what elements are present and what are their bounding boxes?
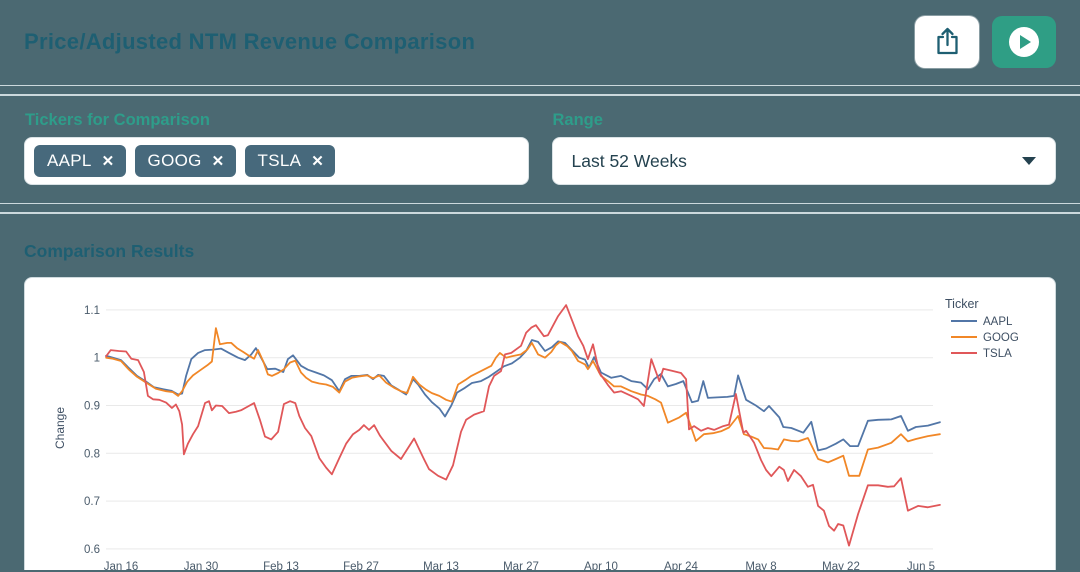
x-tick-label: Apr 24 <box>664 561 698 570</box>
header-buttons <box>915 16 1056 68</box>
page-header: Price/Adjusted NTM Revenue Comparison <box>0 0 1080 68</box>
comparison-form: Tickers for Comparison AAPL ✕ GOOG ✕ TSLA ✕ R… <box>0 96 1080 185</box>
y-tick-label: 0.7 <box>84 496 100 508</box>
form-divider <box>0 203 1080 214</box>
range-selected-value: Last 52 Weeks <box>571 150 687 171</box>
remove-ticker-icon[interactable]: ✕ <box>101 152 115 170</box>
legend-label-AAPL: AAPL <box>983 316 1013 328</box>
x-tick-label: Mar 13 <box>423 561 459 570</box>
share-icon <box>934 26 961 59</box>
y-tick-label: 1.1 <box>84 305 100 317</box>
play-icon <box>1009 27 1039 57</box>
x-tick-label: Feb 13 <box>263 561 299 570</box>
ticker-tag-label: GOOG <box>147 151 202 170</box>
tickers-input[interactable]: AAPL ✕ GOOG ✕ TSLA ✕ <box>24 137 529 185</box>
tickers-field: Tickers for Comparison AAPL ✕ GOOG ✕ TSLA ✕ <box>24 111 529 185</box>
y-tick-label: 0.8 <box>84 448 100 460</box>
comparison-chart: 0.6 0.7 0.8 0.9 1 1.1 Jan 16 Jan 30 Feb 13 Feb 27… <box>53 297 1019 570</box>
x-tick-label: Apr 10 <box>584 561 618 570</box>
y-tick-label: 0.6 <box>84 544 100 556</box>
range-label: Range <box>552 111 603 129</box>
x-tick-label: May 22 <box>822 561 860 570</box>
y-tick-label: 1 <box>94 353 100 365</box>
series-line-TSLA <box>105 304 941 547</box>
x-tick-label: Jan 30 <box>184 561 219 570</box>
remove-ticker-icon[interactable]: ✕ <box>311 152 325 170</box>
range-field: Range Last 52 Weeks <box>551 111 1056 185</box>
share-button[interactable] <box>915 16 979 68</box>
series-line-GOOG <box>105 327 941 477</box>
chevron-down-icon <box>1022 157 1036 165</box>
remove-ticker-icon[interactable]: ✕ <box>211 152 225 170</box>
x-tick-label: Feb 27 <box>343 561 379 570</box>
results-heading: Comparison Results <box>24 241 195 261</box>
x-tick-label: Mar 27 <box>503 561 539 570</box>
ticker-tag-label: TSLA <box>257 151 302 170</box>
x-tick-label: Jun 5 <box>907 561 935 570</box>
x-tick-label: Jan 16 <box>104 561 139 570</box>
ticker-tag-tsla: TSLA ✕ <box>244 145 336 177</box>
legend-label-GOOG: GOOG <box>983 332 1019 344</box>
y-axis-title: Change <box>53 407 67 449</box>
header-divider <box>0 85 1080 96</box>
series-line-AAPL <box>105 339 941 452</box>
y-tick-label: 0.9 <box>84 401 100 413</box>
legend-label-TSLA: TSLA <box>983 348 1012 360</box>
ticker-tag-aapl: AAPL ✕ <box>34 145 126 177</box>
run-button[interactable] <box>992 16 1056 68</box>
ticker-tag-label: AAPL <box>47 151 92 170</box>
chart-card: 0.6 0.7 0.8 0.9 1 1.1 Jan 16 Jan 30 Feb 13 Feb 27… <box>24 277 1056 570</box>
legend-title: Ticker <box>945 297 979 311</box>
ticker-tag-goog: GOOG ✕ <box>134 145 236 177</box>
x-tick-label: May 8 <box>745 561 776 570</box>
page-title: Price/Adjusted NTM Revenue Comparison <box>24 29 476 54</box>
tickers-label: Tickers for Comparison <box>25 111 210 129</box>
range-select[interactable]: Last 52 Weeks <box>551 137 1056 185</box>
